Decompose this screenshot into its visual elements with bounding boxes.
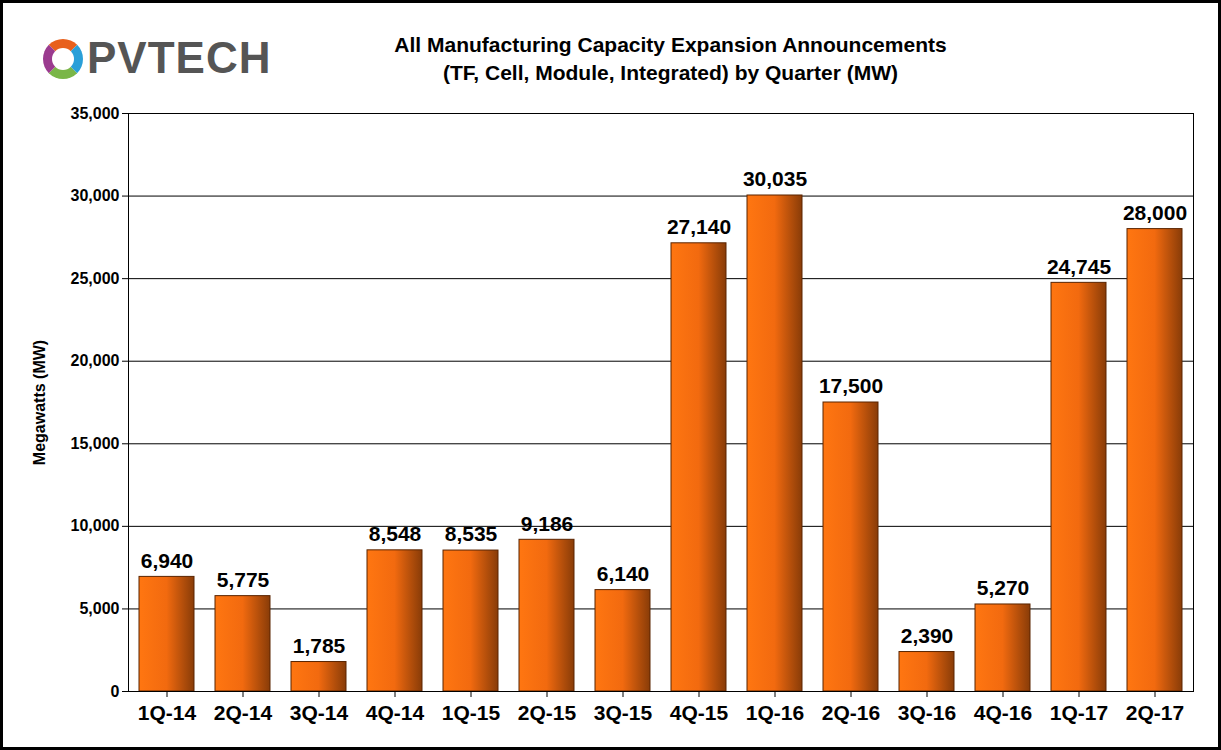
svg-text:24,745: 24,745 bbox=[1047, 255, 1112, 278]
svg-text:2Q-16: 2Q-16 bbox=[822, 701, 880, 724]
svg-text:6,140: 6,140 bbox=[597, 562, 650, 585]
svg-text:3Q-16: 3Q-16 bbox=[898, 701, 956, 724]
svg-text:27,140: 27,140 bbox=[667, 215, 731, 238]
svg-text:2Q-15: 2Q-15 bbox=[518, 701, 577, 724]
svg-text:1Q-16: 1Q-16 bbox=[746, 701, 804, 724]
svg-text:28,000: 28,000 bbox=[1123, 201, 1187, 224]
svg-text:9,186: 9,186 bbox=[521, 512, 574, 535]
svg-text:5,270: 5,270 bbox=[977, 576, 1030, 599]
svg-text:3Q-15: 3Q-15 bbox=[594, 701, 653, 724]
svg-text:0: 0 bbox=[111, 683, 120, 700]
html-text:All Manufacturing Capacity Exp: All Manufacturing Capacity Expansion Ann… bbox=[394, 33, 947, 56]
svg-text:10,000: 10,000 bbox=[71, 517, 120, 534]
svg-text:5,775: 5,775 bbox=[217, 568, 270, 591]
svg-text:8,548: 8,548 bbox=[369, 522, 422, 545]
svg-text:6,940: 6,940 bbox=[141, 549, 194, 572]
html-text:(TF, Cell, Module, Integrated): (TF, Cell, Module, Integrated) by Quarte… bbox=[443, 61, 898, 84]
svg-text:25,000: 25,000 bbox=[71, 270, 120, 287]
svg-text:20,000: 20,000 bbox=[71, 352, 120, 369]
svg-text:30,035: 30,035 bbox=[743, 167, 808, 190]
svg-text:30,000: 30,000 bbox=[71, 187, 120, 204]
svg-text:35,000: 35,000 bbox=[71, 105, 120, 122]
svg-text:1,785: 1,785 bbox=[293, 634, 346, 657]
svg-text:5,000: 5,000 bbox=[79, 600, 119, 617]
svg-text:4Q-16: 4Q-16 bbox=[974, 701, 1032, 724]
svg-text:2Q-17: 2Q-17 bbox=[1126, 701, 1184, 724]
svg-text:4Q-14: 4Q-14 bbox=[366, 701, 425, 724]
html-text:PVTECH: PVTECH bbox=[87, 33, 272, 82]
svg-text:17,500: 17,500 bbox=[819, 374, 883, 397]
svg-text:2Q-14: 2Q-14 bbox=[214, 701, 273, 724]
svg-text:15,000: 15,000 bbox=[71, 435, 120, 452]
svg-text:1Q-15: 1Q-15 bbox=[442, 701, 501, 724]
svg-text:Megawatts (MW): Megawatts (MW) bbox=[31, 340, 48, 465]
svg-text:2,390: 2,390 bbox=[901, 624, 954, 647]
svg-text:8,535: 8,535 bbox=[445, 522, 498, 545]
svg-text:1Q-17: 1Q-17 bbox=[1050, 701, 1108, 724]
svg-text:4Q-15: 4Q-15 bbox=[670, 701, 729, 724]
svg-text:1Q-14: 1Q-14 bbox=[138, 701, 197, 724]
svg-text:3Q-14: 3Q-14 bbox=[290, 701, 349, 724]
